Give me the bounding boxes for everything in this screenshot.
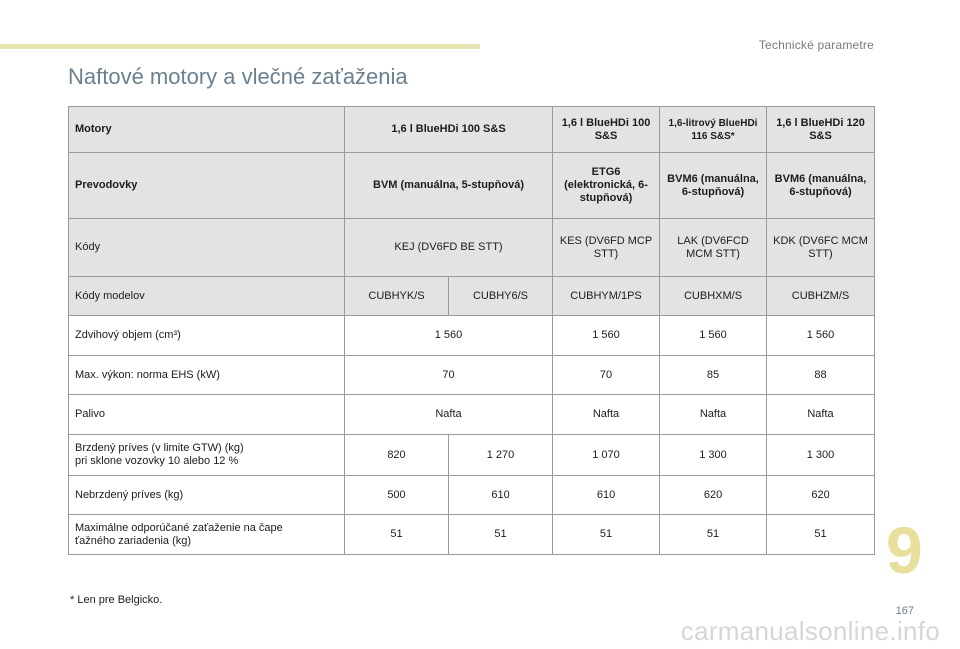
table-cell: ETG6 (elektronická, 6-stupňová)	[552, 152, 661, 219]
accent-bar	[0, 44, 480, 49]
table-cell: 70	[343, 355, 554, 395]
table-row: Brzdený príves (v limite GTW) (kg) pri s…	[68, 434, 876, 476]
table-cell: 1 560	[766, 315, 876, 356]
table-cell: 88	[766, 355, 876, 395]
label-line: ťažného zariadenia (kg)	[75, 534, 192, 547]
table-cell: 610	[447, 475, 554, 515]
table-cell: CUBHYK/S	[344, 276, 449, 316]
table-row: Max. výkon: norma EHS (kW) 70 70 85 88	[68, 355, 876, 395]
row-label-fuel: Palivo	[68, 394, 345, 435]
label-line: Maximálne odporúčané zaťaženie na čape	[75, 521, 283, 534]
table-cell: 1,6-litrový BlueHDi 116 S&S*	[659, 106, 768, 153]
table-cell: 1 070	[552, 434, 661, 476]
table-cell: KDK (DV6FC MCM STT)	[766, 218, 876, 277]
table-row: Palivo Nafta Nafta Nafta Nafta	[68, 394, 876, 435]
table-cell: 620	[766, 475, 876, 515]
table-cell: 820	[344, 434, 449, 476]
table-cell: 51	[659, 514, 768, 555]
table-cell: 51	[344, 514, 449, 555]
table-cell: BVM6 (manuálna, 6-stupňová)	[766, 152, 876, 219]
table-cell: 51	[552, 514, 661, 555]
table-cell: 1,6 l BlueHDi 100 S&S	[552, 106, 661, 153]
table-cell: BVM (manuálna, 5-stupňová)	[343, 152, 554, 219]
table-cell: 1 300	[659, 434, 768, 476]
table-cell: Nafta	[552, 394, 661, 435]
table-cell: 85	[659, 355, 768, 395]
specification-table: Motory 1,6 l BlueHDi 100 S&S 1,6 l BlueH…	[68, 106, 876, 555]
row-label-model-codes: Kódy modelov	[68, 276, 345, 316]
table-cell: 1,6 l BlueHDi 100 S&S	[343, 106, 554, 153]
footnote: * Len pre Belgicko.	[70, 594, 163, 606]
row-label-power: Max. výkon: norma EHS (kW)	[68, 355, 345, 395]
row-label-unbraked-trailer: Nebrzdený príves (kg)	[68, 475, 345, 515]
table-row: Nebrzdený príves (kg) 500 610 610 620 62…	[68, 475, 876, 515]
table-cell: 1 560	[552, 315, 661, 356]
table-cell: 51	[766, 514, 876, 555]
table-cell: 620	[659, 475, 768, 515]
label-line: Brzdený príves (v limite GTW) (kg)	[75, 442, 244, 454]
table-cell: 1 560	[659, 315, 768, 356]
label-line: pri sklone vozovky 10 alebo 12 %	[75, 455, 239, 467]
table-cell: Nafta	[659, 394, 768, 435]
row-label-engines: Motory	[68, 106, 345, 153]
table-row: Zdvihový objem (cm³) 1 560 1 560 1 560 1…	[68, 315, 876, 356]
row-label-codes: Kódy	[68, 218, 345, 277]
table-cell: Nafta	[343, 394, 554, 435]
table-cell: CUBHXM/S	[659, 276, 768, 316]
table-cell: 1 270	[447, 434, 554, 476]
table-cell: LAK (DV6FCD MCM STT)	[659, 218, 768, 277]
row-label-braked-trailer: Brzdený príves (v limite GTW) (kg) pri s…	[68, 434, 345, 476]
table-cell: BVM6 (manuálna, 6-stupňová)	[659, 152, 768, 219]
table-row: Kódy KEJ (DV6FD BE STT) KES (DV6FD MCP S…	[68, 218, 876, 277]
row-label-nose-weight: Maximálne odporúčané zaťaženie na čape ť…	[68, 514, 345, 555]
table-cell: Nafta	[766, 394, 876, 435]
table-cell: 1,6 l BlueHDi 120 S&S	[766, 106, 876, 153]
table-cell: CUBHY6/S	[447, 276, 554, 316]
table-cell: 610	[552, 475, 661, 515]
table-row: Prevodovky BVM (manuálna, 5-stupňová) ET…	[68, 152, 876, 219]
table-row: Motory 1,6 l BlueHDi 100 S&S 1,6 l BlueH…	[68, 106, 876, 153]
chapter-number: 9	[886, 513, 923, 587]
table-cell: 70	[552, 355, 661, 395]
table-cell: CUBHYM/1PS	[552, 276, 661, 316]
table-cell: 500	[344, 475, 449, 515]
table-cell: 1 560	[343, 315, 554, 356]
table-cell: KEJ (DV6FD BE STT)	[343, 218, 554, 277]
watermark: carmanualsonline.info	[680, 616, 940, 646]
table-cell: KES (DV6FD MCP STT)	[552, 218, 661, 277]
table-cell: CUBHZM/S	[766, 276, 876, 316]
table-row: Maximálne odporúčané zaťaženie na čape ť…	[68, 514, 876, 555]
page-number: 167	[895, 605, 914, 617]
table-cell: 51	[447, 514, 554, 555]
page-title: Naftové motory a vlečné zaťaženia	[68, 64, 408, 89]
row-label-gearbox: Prevodovky	[68, 152, 345, 219]
table-cell: 1 300	[766, 434, 876, 476]
table-row: Kódy modelov CUBHYK/S CUBHY6/S CUBHYM/1P…	[68, 276, 876, 316]
section-header: Technické parametre	[758, 38, 874, 52]
row-label-displacement: Zdvihový objem (cm³)	[68, 315, 345, 356]
